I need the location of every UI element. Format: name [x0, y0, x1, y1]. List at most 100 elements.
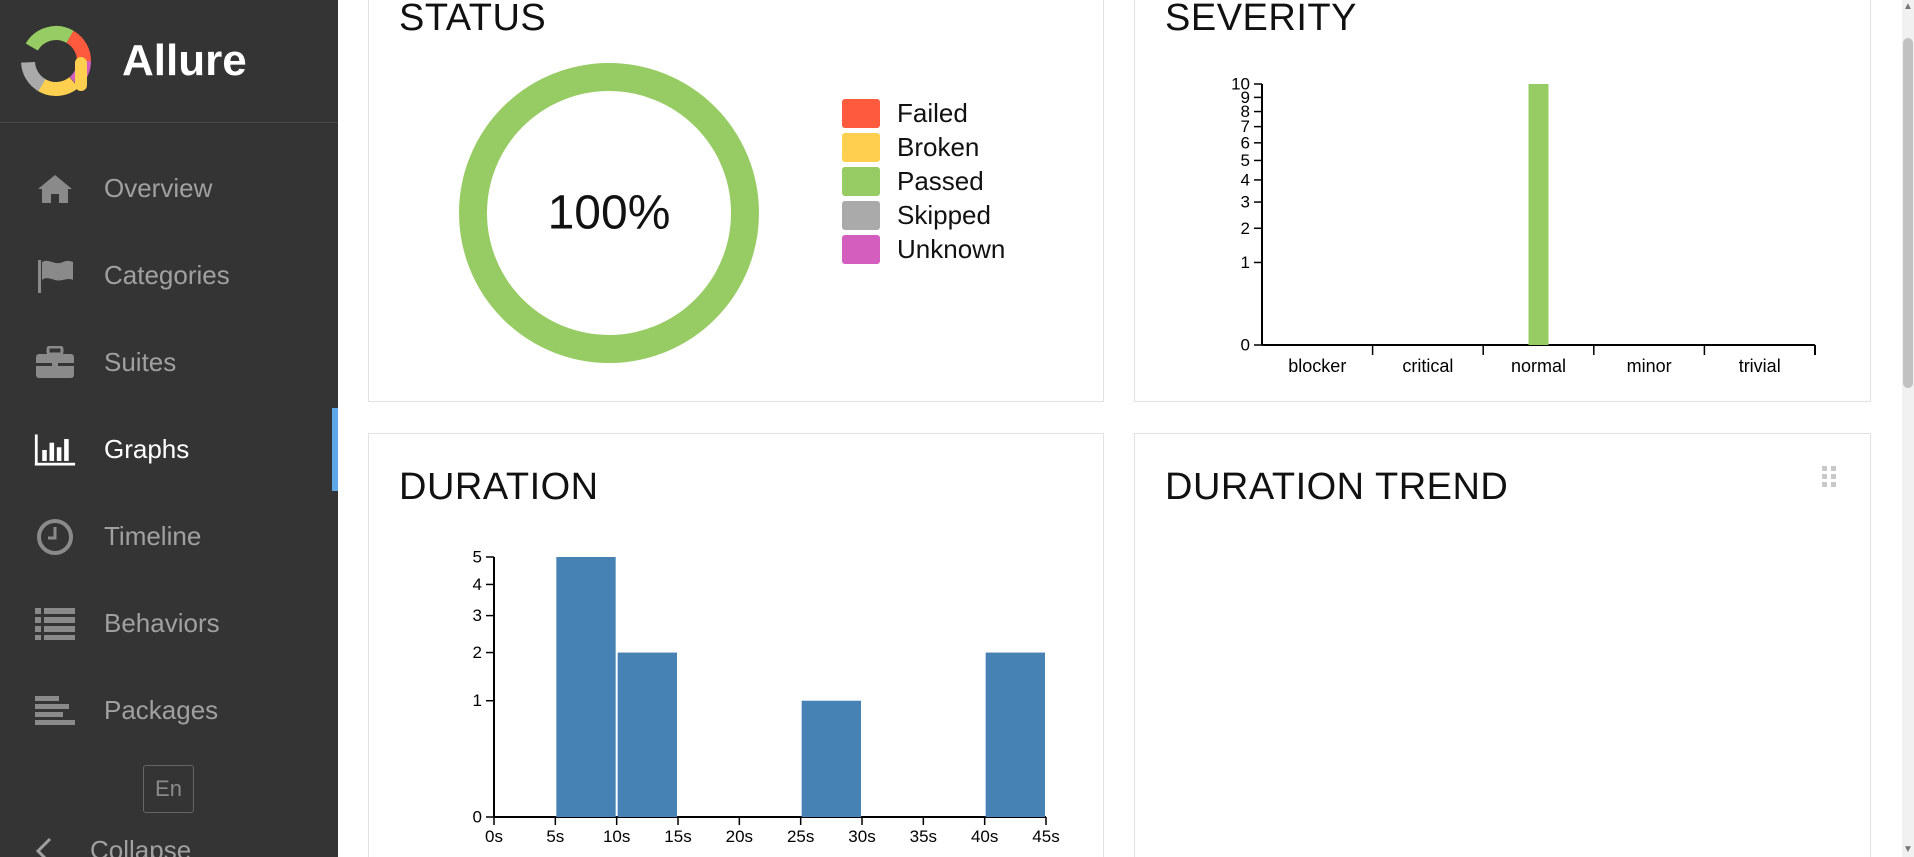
- y-tick-label: 3: [473, 606, 482, 625]
- widget-title: STATUS: [399, 0, 547, 39]
- page-scrollbar[interactable]: ▲ ▼: [1902, 0, 1914, 857]
- scroll-down-arrow-icon[interactable]: ▼: [1903, 844, 1913, 855]
- duration-bar[interactable]: [617, 652, 677, 817]
- status-widget: STATUS 100% Failed Broken Passed Skipped…: [368, 0, 1104, 402]
- bar-chart-icon: [34, 429, 76, 471]
- x-tick-label: 25s: [787, 827, 814, 846]
- sidebar-item-behaviors[interactable]: Behaviors: [0, 580, 338, 667]
- y-tick-label: 2: [473, 643, 482, 662]
- briefcase-icon: [34, 342, 76, 384]
- status-center-text: 100%: [548, 187, 671, 240]
- sidebar-item-label: Graphs: [104, 434, 190, 464]
- legend-label: Unknown: [897, 233, 1006, 264]
- x-tick-label: 15s: [664, 827, 691, 846]
- status-legend: Failed Broken Passed Skipped Unknown: [842, 96, 1005, 266]
- sidebar-item-label: Behaviors: [104, 608, 220, 638]
- sidebar-item-label: Overview: [104, 173, 213, 203]
- x-tick-label: blocker: [1288, 356, 1346, 376]
- y-tick-label: 0: [1241, 336, 1250, 355]
- legend-swatch: [842, 234, 880, 264]
- y-tick-label: 6: [1241, 133, 1250, 152]
- legend-item-unknown[interactable]: Unknown: [842, 232, 1005, 266]
- duration-bar[interactable]: [985, 652, 1045, 817]
- allure-logo-icon: [21, 26, 91, 96]
- y-tick-label: 1: [1241, 253, 1250, 272]
- x-tick-label: 30s: [848, 827, 875, 846]
- x-tick-label: normal: [1511, 356, 1566, 376]
- y-tick-label: 1: [473, 691, 482, 710]
- x-tick-label: critical: [1402, 356, 1453, 376]
- sidebar-item-label: Packages: [104, 695, 219, 725]
- sidebar-item-timeline[interactable]: Timeline: [0, 493, 338, 580]
- y-tick-label: 7: [1241, 117, 1250, 136]
- legend-item-failed[interactable]: Failed: [842, 96, 1005, 130]
- brand[interactable]: Allure: [0, 0, 338, 123]
- legend-item-passed[interactable]: Passed: [842, 164, 1005, 198]
- y-tick-label: 4: [1241, 170, 1250, 189]
- x-tick-label: 40s: [971, 827, 998, 846]
- sidebar-item-overview[interactable]: Overview: [0, 145, 338, 232]
- status-donut-chart: 100%: [459, 63, 759, 363]
- legend-item-broken[interactable]: Broken: [842, 130, 1005, 164]
- widget-title: DURATION: [399, 466, 599, 508]
- collapse-label: Collapse: [90, 835, 192, 857]
- sidebar-item-label: Suites: [104, 347, 177, 377]
- y-tick-label: 3: [1241, 193, 1250, 212]
- sidebar-item-label: Categories: [104, 260, 230, 290]
- legend-swatch: [842, 200, 880, 230]
- legend-label: Failed: [897, 97, 968, 128]
- scroll-up-arrow-icon[interactable]: ▲: [1903, 1, 1913, 12]
- widget-title: SEVERITY: [1165, 0, 1357, 39]
- x-tick-label: 10s: [603, 827, 630, 846]
- widget-title: DURATION TREND: [1165, 466, 1509, 508]
- y-tick-label: 5: [473, 548, 482, 567]
- duration-trend-widget: DURATION TREND: [1134, 433, 1871, 857]
- align-left-icon: [34, 690, 76, 732]
- sidebar-item-label: Timeline: [104, 521, 202, 551]
- language-button[interactable]: En: [143, 765, 194, 813]
- y-tick-label: 0: [473, 808, 482, 827]
- legend-swatch: [842, 98, 880, 128]
- scrollbar-thumb[interactable]: [1903, 38, 1913, 388]
- sidebar-nav: Overview Categories Suites Graphs Timeli…: [0, 123, 338, 754]
- duration-widget: DURATION 0 1 2 3 4 5 0s 5s 10s 15s 20s 25s 30s 35s 40s…: [368, 433, 1104, 857]
- duration-bar[interactable]: [801, 700, 861, 817]
- legend-swatch: [842, 132, 880, 162]
- legend-label: Skipped: [897, 199, 991, 230]
- x-tick-label: 35s: [910, 827, 937, 846]
- sidebar: Allure Overview Categories Suites Graphs: [0, 0, 338, 857]
- clock-icon: [34, 516, 76, 558]
- chevron-left-icon: [35, 837, 52, 857]
- x-tick-label: minor: [1627, 356, 1672, 376]
- duration-bar[interactable]: [556, 557, 616, 817]
- x-tick-label: trivial: [1739, 356, 1781, 376]
- legend-label: Passed: [897, 165, 984, 196]
- severity-widget: SEVERITY 0 1 2 3 4 5 6 7 8 9 10 blocker critical norm…: [1134, 0, 1871, 402]
- x-tick-label: 0s: [485, 827, 503, 846]
- x-tick-label: 20s: [726, 827, 753, 846]
- y-tick-label: 10: [1231, 75, 1250, 94]
- collapse-button[interactable]: Collapse: [34, 835, 191, 857]
- app-name: Allure: [122, 36, 247, 85]
- legend-label: Broken: [897, 131, 980, 162]
- sidebar-item-graphs[interactable]: Graphs: [0, 406, 338, 493]
- status-slice-passed[interactable]: [459, 63, 759, 363]
- x-tick-label: 5s: [546, 827, 564, 846]
- sidebar-item-categories[interactable]: Categories: [0, 232, 338, 319]
- x-tick-label: 45s: [1032, 827, 1059, 846]
- home-icon: [34, 168, 76, 210]
- severity-bar-normal[interactable]: [1528, 84, 1549, 345]
- sidebar-item-packages[interactable]: Packages: [0, 667, 338, 754]
- legend-item-skipped[interactable]: Skipped: [842, 198, 1005, 232]
- y-tick-label: 8: [1241, 102, 1250, 121]
- flag-icon: [34, 255, 76, 297]
- duration-bar-chart: 0 1 2 3 4 5 0s 5s 10s 15s 20s 25s 30s 35s 40s 45s: [473, 548, 1060, 847]
- drag-handle-icon[interactable]: [1820, 464, 1838, 490]
- list-icon: [34, 603, 76, 645]
- y-tick-label: 4: [473, 575, 482, 594]
- y-tick-label: 9: [1241, 88, 1250, 107]
- y-tick-label: 2: [1241, 219, 1250, 238]
- sidebar-item-suites[interactable]: Suites: [0, 319, 338, 406]
- legend-swatch: [842, 166, 880, 196]
